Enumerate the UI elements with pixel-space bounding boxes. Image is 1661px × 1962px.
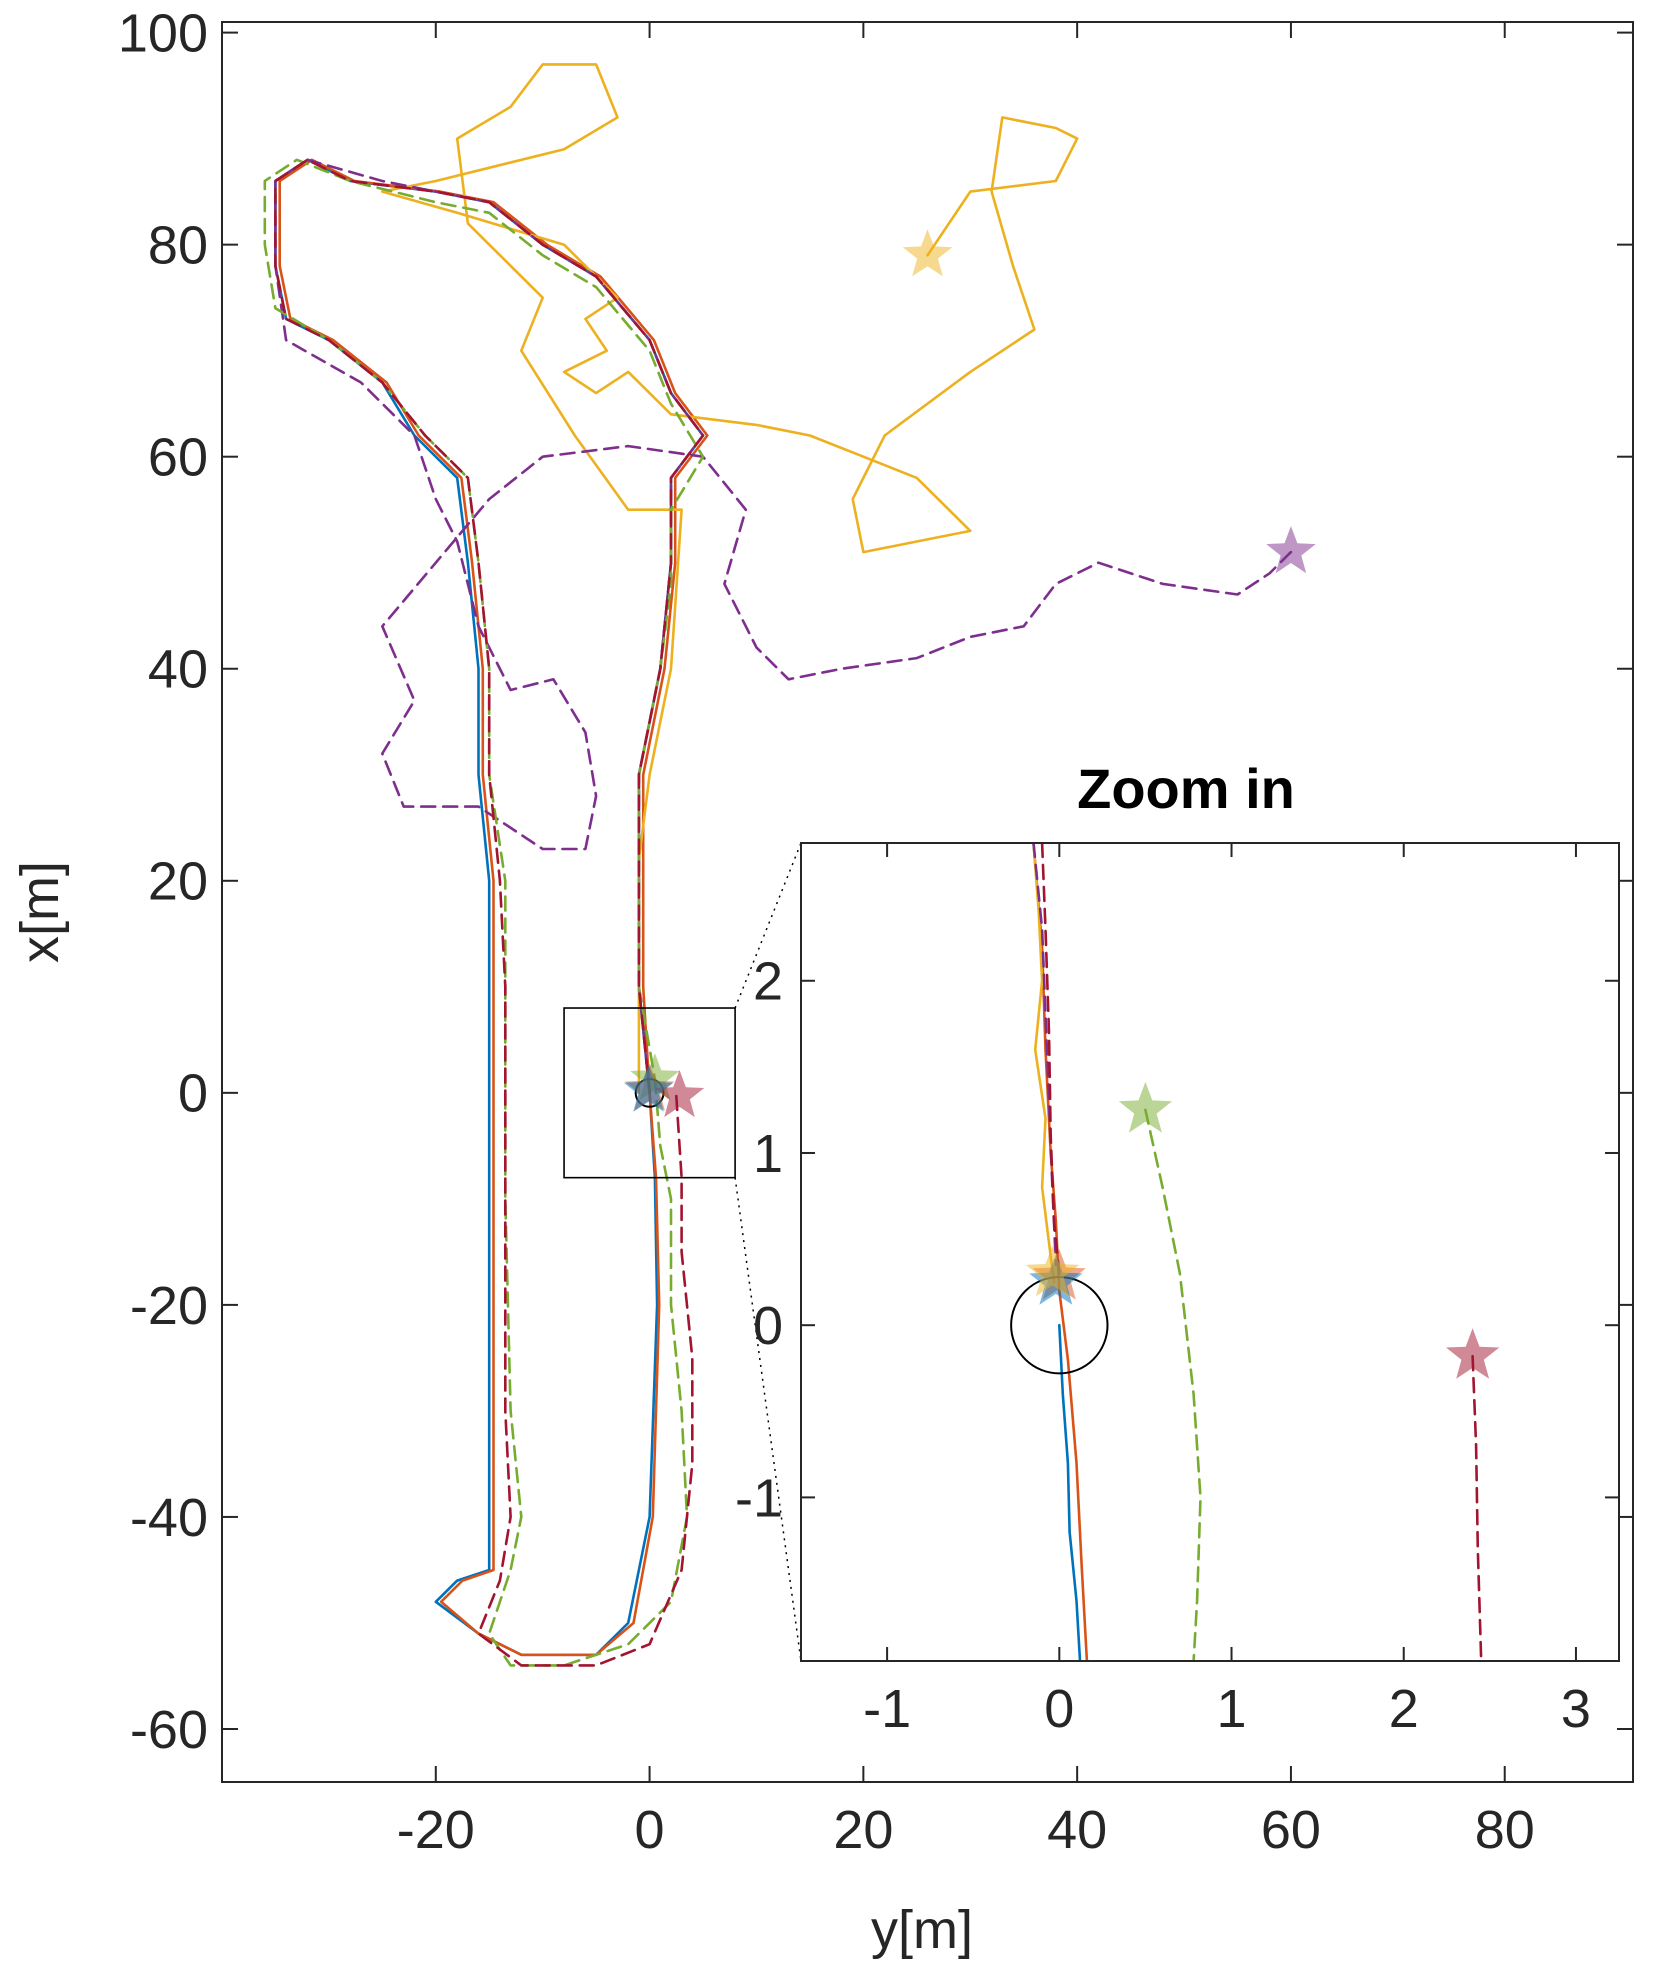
main-plot-frame — [221, 21, 1634, 1783]
inset-series-line-5 — [1040, 843, 1061, 1275]
main-series-line-2 — [381, 63, 1079, 1095]
inset-x-tick-label-3: 2 — [1389, 1679, 1419, 1739]
main-x-tick-label-5: 80 — [1475, 1800, 1535, 1860]
main-star-marker-2 — [630, 1053, 680, 1101]
inset-axes: -1 0 1 2 3 -1 0 1 2 Zoom in — [735, 757, 1620, 1739]
inset-plot-area — [801, 843, 1619, 1661]
inset-plot-frame — [800, 842, 1620, 1662]
main-y-axis-label: x[m] — [10, 861, 70, 963]
inset-y-tick-label-0: -1 — [735, 1468, 783, 1528]
main-series-line-5 — [274, 158, 705, 1667]
inset-x-tick-label-4: 3 — [1561, 1679, 1591, 1739]
inset-series-line-2 — [1032, 843, 1056, 1284]
main-star-marker-0 — [902, 229, 953, 277]
main-x-tick-label-1: 0 — [635, 1800, 665, 1860]
main-star-marker-3 — [654, 1070, 705, 1118]
inset-series-line-6 — [1471, 1354, 1483, 1661]
inset-x-tick-label-2: 1 — [1217, 1679, 1247, 1739]
main-y-tick-label-7: 80 — [148, 216, 208, 276]
inset-y-tick-label-3: 2 — [753, 952, 783, 1012]
main-y-tick-label-3: 0 — [178, 1064, 208, 1124]
main-star-marker-1 — [1266, 526, 1316, 574]
inset-star-marker-0 — [1118, 1081, 1173, 1133]
inset-stars-group — [1025, 1081, 1500, 1379]
zoom-connector-line-bottom — [734, 1177, 802, 1662]
inset-series-line-4 — [1144, 1108, 1202, 1661]
main-star-marker-5 — [623, 1064, 674, 1112]
main-x-axis-label: y[m] — [871, 1900, 973, 1960]
main-y-tick-label-2: -20 — [130, 1276, 208, 1336]
main-y-tick-label-8: 100 — [118, 4, 208, 64]
zoom-connector — [563, 842, 802, 1662]
inset-title: Zoom in — [1077, 757, 1295, 820]
inset-star-marker-1 — [1446, 1328, 1500, 1379]
main-y-tick-label-4: 20 — [148, 852, 208, 912]
inset-ticks-group: -1 0 1 2 3 -1 0 1 2 — [735, 843, 1619, 1739]
inset-series-line-0 — [1058, 1323, 1082, 1661]
main-stars-group — [623, 229, 1316, 1118]
main-x-tick-label-4: 60 — [1261, 1800, 1321, 1860]
main-x-tick-label-2: 20 — [833, 1800, 893, 1860]
inset-x-tick-label-1: 0 — [1044, 1679, 1074, 1739]
zoom-connector-line-top — [734, 842, 802, 1009]
main-x-tick-label-0: -20 — [397, 1800, 475, 1860]
main-y-tick-label-0: -60 — [130, 1700, 208, 1760]
main-x-tick-label-3: 40 — [1047, 1800, 1107, 1860]
inset-y-tick-label-1: 0 — [753, 1296, 783, 1356]
inset-star-marker-4 — [1025, 1245, 1080, 1297]
main-y-tick-label-1: -40 — [130, 1488, 208, 1548]
zoom-region-box — [563, 1007, 736, 1179]
main-y-tick-label-6: 60 — [148, 428, 208, 488]
inset-y-tick-label-2: 1 — [753, 1124, 783, 1184]
main-y-tick-label-5: 40 — [148, 640, 208, 700]
inset-x-tick-label-0: -1 — [863, 1679, 911, 1739]
